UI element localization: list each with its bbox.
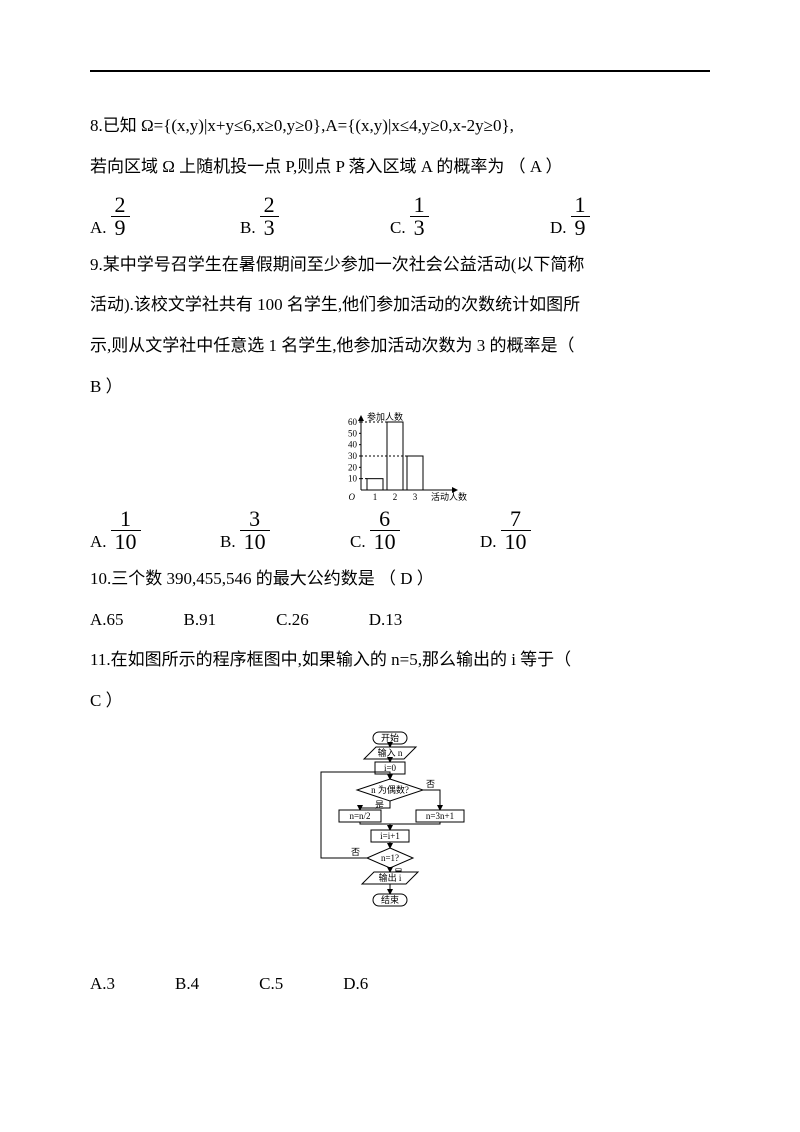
q11-choices: A.3 B.4 C.5 D.6 bbox=[90, 964, 710, 1005]
fraction-icon: 710 bbox=[501, 508, 531, 553]
svg-text:活动人数: 活动人数 bbox=[431, 491, 467, 502]
svg-text:3: 3 bbox=[413, 492, 418, 502]
choice-label-b: B. bbox=[240, 218, 256, 238]
q9-choice-b: B. 310 bbox=[220, 508, 350, 553]
svg-text:O: O bbox=[349, 492, 356, 502]
q10-prompt: 10.三个数 390,455,546 的最大公约数是 （ D ） bbox=[90, 559, 710, 600]
q11-flowchart: 开始输入 ni=0n 为偶数?是否n=n/2n=3n+1i=i+1n=1?是否输… bbox=[90, 728, 710, 958]
svg-text:10: 10 bbox=[348, 473, 358, 483]
svg-text:否: 否 bbox=[426, 779, 435, 789]
header-rule bbox=[90, 70, 710, 72]
svg-text:20: 20 bbox=[348, 462, 358, 472]
choice-label-c: C. bbox=[390, 218, 406, 238]
svg-text:n=1?: n=1? bbox=[381, 853, 399, 863]
q10-choices: A.65 B.91 C.26 D.13 bbox=[90, 600, 710, 641]
svg-text:结束: 结束 bbox=[381, 894, 399, 905]
choice-label-d: D. bbox=[550, 218, 567, 238]
q8-choice-d: D. 19 bbox=[550, 194, 590, 239]
svg-text:否: 否 bbox=[351, 847, 360, 857]
q8-choice-a: A. 29 bbox=[90, 194, 240, 239]
choice-label-a: A. bbox=[90, 218, 107, 238]
q8-line2: 若向区域 Ω 上随机投一点 P,则点 P 落入区域 A 的概率为 （ A ） bbox=[90, 147, 710, 188]
bar-chart-svg: 102030 405060 1 2 3 O 参加人数活动人数 bbox=[325, 412, 475, 502]
q11-choice-c: C.5 bbox=[259, 964, 283, 1005]
q11-line2: C ） bbox=[90, 681, 710, 722]
svg-text:输入 n: 输入 n bbox=[378, 747, 403, 758]
choice-label-d: D. bbox=[480, 532, 497, 552]
svg-text:输出 i: 输出 i bbox=[379, 872, 402, 883]
q11-line1: 11.在如图所示的程序框图中,如果输入的 n=5,那么输出的 i 等于（ bbox=[90, 640, 710, 681]
fraction-icon: 610 bbox=[370, 508, 400, 553]
svg-text:1: 1 bbox=[373, 492, 378, 502]
q9-line4: B ） bbox=[90, 367, 710, 408]
q9-line3: 示,则从文学社中任意选 1 名学生,他参加活动次数为 3 的概率是（ bbox=[90, 326, 710, 367]
flowchart-svg: 开始输入 ni=0n 为偶数?是否n=n/2n=3n+1i=i+1n=1?是否输… bbox=[305, 728, 495, 958]
q10-choice-b: B.91 bbox=[184, 600, 217, 641]
q11-choice-d: D.6 bbox=[343, 964, 368, 1005]
q11-choice-a: A.3 bbox=[90, 964, 115, 1005]
svg-text:40: 40 bbox=[348, 439, 358, 449]
svg-text:参加人数: 参加人数 bbox=[367, 412, 403, 422]
choice-label-b: B. bbox=[220, 532, 236, 552]
svg-text:n 为偶数?: n 为偶数? bbox=[371, 784, 409, 795]
svg-text:60: 60 bbox=[348, 417, 358, 427]
q9-choice-a: A. 110 bbox=[90, 508, 220, 553]
q11-choice-b: B.4 bbox=[175, 964, 199, 1005]
fraction-icon: 29 bbox=[111, 194, 130, 239]
fraction-icon: 310 bbox=[240, 508, 270, 553]
svg-text:n=n/2: n=n/2 bbox=[349, 811, 370, 821]
q9-line2: 活动).该校文学社共有 100 名学生,他们参加活动的次数统计如图所 bbox=[90, 285, 710, 326]
q10-choice-d: D.13 bbox=[369, 600, 403, 641]
choice-label-c: C. bbox=[350, 532, 366, 552]
fraction-icon: 110 bbox=[111, 508, 141, 553]
choice-label-a: A. bbox=[90, 532, 107, 552]
q9-choice-c: C. 610 bbox=[350, 508, 480, 553]
svg-text:2: 2 bbox=[393, 492, 398, 502]
q8-choice-b: B. 23 bbox=[240, 194, 390, 239]
q9-choice-d: D. 710 bbox=[480, 508, 531, 553]
svg-text:n=3n+1: n=3n+1 bbox=[426, 811, 454, 821]
q8-choice-c: C. 13 bbox=[390, 194, 550, 239]
svg-text:开始: 开始 bbox=[381, 732, 399, 743]
q9-line1: 9.某中学号召学生在暑假期间至少参加一次社会公益活动(以下简称 bbox=[90, 245, 710, 286]
fraction-icon: 13 bbox=[410, 194, 429, 239]
svg-text:50: 50 bbox=[348, 428, 358, 438]
q9-choices: A. 110 B. 310 C. 610 D. 710 bbox=[90, 508, 710, 553]
q8-line1: 8.已知 Ω={(x,y)|x+y≤6,x≥0,y≥0},A={(x,y)|x≤… bbox=[90, 106, 710, 147]
q10-choice-a: A.65 bbox=[90, 600, 124, 641]
fraction-icon: 19 bbox=[571, 194, 590, 239]
q8-choices: A. 29 B. 23 C. 13 D. 19 bbox=[90, 194, 710, 239]
q9-bar-chart: 102030 405060 1 2 3 O 参加人数活动人数 bbox=[90, 412, 710, 502]
fraction-icon: 23 bbox=[260, 194, 279, 239]
svg-text:i=i+1: i=i+1 bbox=[380, 831, 400, 841]
svg-text:30: 30 bbox=[348, 451, 358, 461]
q10-choice-c: C.26 bbox=[276, 600, 309, 641]
